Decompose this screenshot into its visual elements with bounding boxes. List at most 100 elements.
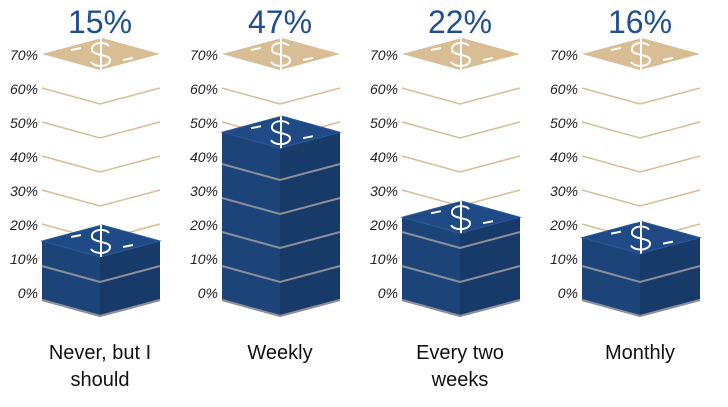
stack-right-face <box>100 241 160 316</box>
y-tick-label: 20% <box>9 217 38 233</box>
stack-seam <box>221 265 341 284</box>
y-tick-label: 50% <box>190 115 218 131</box>
y-tick-label: 30% <box>550 183 578 199</box>
stack-seam <box>221 163 341 182</box>
dollar-icon <box>90 225 112 257</box>
stack-left-face <box>402 217 460 316</box>
y-tick-label: 0% <box>198 285 218 301</box>
y-tick-label: 40% <box>10 149 38 165</box>
stack-seam <box>581 265 701 284</box>
dollar-icon <box>450 201 472 234</box>
stack-seam <box>401 265 521 284</box>
guide-line <box>581 121 701 139</box>
stack-seam <box>221 231 341 250</box>
stack-right-face <box>460 217 520 316</box>
stack-left-face <box>222 132 280 316</box>
stack-left-face <box>42 241 100 316</box>
category-label: Never, but I should <box>48 342 152 391</box>
y-tick-label: 60% <box>550 81 578 97</box>
value-label: 47% <box>247 4 313 40</box>
stack-bottom <box>41 299 161 318</box>
guide-line <box>401 155 521 173</box>
stack-seam <box>221 197 341 216</box>
y-tick-label: 70% <box>370 47 398 63</box>
bill-dash <box>70 234 82 238</box>
dollar-icon <box>270 116 292 149</box>
dollar-icon <box>630 38 652 70</box>
bill-dash <box>610 230 622 235</box>
money-stack <box>400 200 522 318</box>
guide-line <box>41 87 161 105</box>
y-tick-label: 20% <box>549 217 578 233</box>
guide-line <box>581 155 701 173</box>
bill-dash <box>302 57 314 61</box>
bill-dash <box>610 47 622 51</box>
y-tick-label: 40% <box>370 149 398 165</box>
guide-line <box>401 121 521 139</box>
stack-seam <box>41 265 161 284</box>
dollar-icon <box>630 221 652 254</box>
guide-line <box>401 87 521 105</box>
stack-left-face <box>582 237 640 316</box>
guide-line <box>581 87 701 105</box>
bill-dash <box>662 240 674 245</box>
category-label: Monthly <box>604 342 676 364</box>
y-tick-label: 40% <box>550 149 578 165</box>
bill-dash <box>482 57 494 61</box>
value-label: 22% <box>427 4 493 40</box>
dollar-icon <box>270 38 292 70</box>
bill-dash <box>250 47 262 51</box>
y-tick-label: 0% <box>558 285 578 301</box>
stack-right-face <box>640 237 700 316</box>
stack-bottom <box>221 299 341 318</box>
y-tick-label: 50% <box>550 115 578 131</box>
y-tick-label: 20% <box>369 217 398 233</box>
bill-dash <box>122 244 134 248</box>
guide-line <box>581 189 701 207</box>
y-tick-label: 70% <box>550 47 578 63</box>
y-tick-label: 30% <box>190 183 218 199</box>
bill-dash <box>250 125 262 130</box>
stack-bottom <box>581 299 701 318</box>
y-tick-label: 0% <box>18 285 38 301</box>
bill-dash <box>430 47 442 51</box>
y-tick-label: 10% <box>10 251 38 267</box>
y-tick-label: 70% <box>190 47 218 63</box>
dollar-icon <box>450 38 472 70</box>
bill-dash <box>70 47 82 51</box>
y-tick-label: 60% <box>10 81 38 97</box>
y-tick-label: 30% <box>10 183 38 199</box>
dollar-icon <box>90 38 112 70</box>
y-tick-label: 20% <box>189 217 218 233</box>
category-label: Weekly <box>247 342 313 364</box>
bill-dash <box>122 57 134 61</box>
value-label: 15% <box>67 4 133 40</box>
y-tick-label: 50% <box>10 115 38 131</box>
y-tick-label: 10% <box>190 251 218 267</box>
guide-line <box>41 121 161 139</box>
category-label: Every two weeks <box>416 342 504 391</box>
y-tick-label: 10% <box>370 251 398 267</box>
bill-dash <box>302 135 314 140</box>
stack-bottom <box>401 299 521 318</box>
y-tick-label: 60% <box>370 81 398 97</box>
guide-line <box>221 87 341 105</box>
bill-dash <box>662 57 674 61</box>
bill-dash <box>430 210 442 215</box>
y-tick-label: 70% <box>10 47 38 63</box>
stack-seam <box>401 231 521 250</box>
guide-line <box>41 189 161 207</box>
money-stack <box>40 224 162 318</box>
y-tick-label: 60% <box>190 81 218 97</box>
guide-line <box>41 155 161 173</box>
stack-right-face <box>280 132 340 316</box>
y-tick-label: 40% <box>190 149 218 165</box>
value-label: 16% <box>607 4 673 40</box>
y-tick-label: 30% <box>370 183 398 199</box>
y-tick-label: 0% <box>378 285 398 301</box>
y-tick-label: 50% <box>370 115 398 131</box>
bill-dash <box>482 220 494 225</box>
y-tick-label: 10% <box>550 251 578 267</box>
